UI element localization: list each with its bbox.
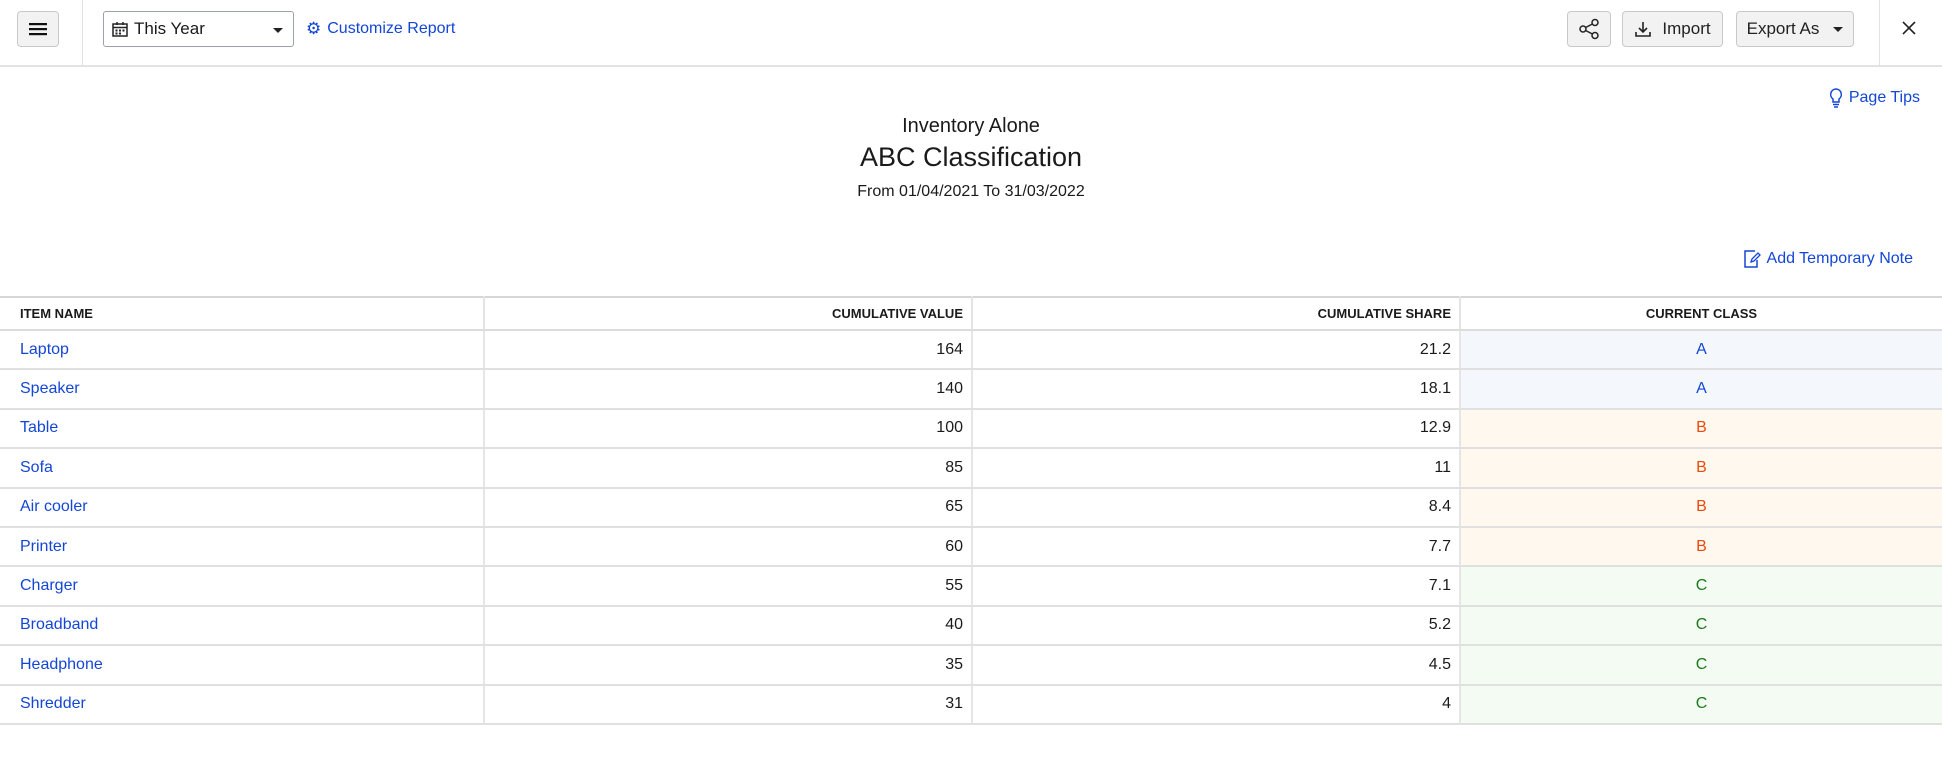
- customize-report-link[interactable]: ⚙ Customize Report: [306, 19, 455, 39]
- date-range: From 01/04/2021 To 31/03/2022: [857, 183, 1085, 200]
- header-cumulative-share[interactable]: CUMULATIVE SHARE: [972, 296, 1461, 331]
- item-name-link[interactable]: Broadband: [0, 605, 485, 647]
- cumulative-share: 12.9: [972, 408, 1461, 450]
- cumulative-value: 65: [484, 487, 973, 528]
- chevron-down-icon: [1833, 26, 1844, 32]
- table-row: Shredder 31 4 C: [0, 684, 1942, 725]
- table-row: Laptop 164 21.2 A: [0, 330, 1942, 371]
- cumulative-value: 164: [484, 330, 973, 371]
- current-class: A: [1460, 369, 1942, 410]
- header-cumulative-value[interactable]: CUMULATIVE VALUE: [484, 296, 973, 331]
- item-name-link[interactable]: Air cooler: [0, 487, 485, 528]
- cumulative-value: 100: [484, 408, 973, 450]
- cumulative-share: 7.1: [972, 566, 1461, 607]
- current-class: C: [1460, 605, 1942, 647]
- add-temporary-note-label: Add Temporary Note: [1766, 250, 1913, 267]
- add-temporary-note-link[interactable]: Add Temporary Note: [1743, 249, 1913, 269]
- current-class: C: [1460, 645, 1942, 686]
- item-name-link[interactable]: Charger: [0, 566, 485, 607]
- table-row: Headphone 35 4.5 C: [0, 645, 1942, 686]
- cumulative-value: 85: [484, 448, 973, 489]
- cumulative-value: 31: [484, 684, 973, 725]
- cumulative-value: 35: [484, 645, 973, 686]
- current-class: B: [1460, 448, 1942, 489]
- item-name-link[interactable]: Headphone: [0, 645, 485, 686]
- table-row: Air cooler 65 8.4 B: [0, 487, 1942, 528]
- note-edit-icon: [1743, 250, 1761, 268]
- close-icon: [1902, 21, 1916, 35]
- download-icon: [1635, 22, 1652, 37]
- page-tips-link[interactable]: Page Tips: [1829, 88, 1920, 108]
- toolbar: This Year ⚙ Customize Report Import Expo…: [0, 0, 1942, 67]
- current-class: A: [1460, 330, 1942, 371]
- item-name-link[interactable]: Table: [0, 408, 485, 450]
- cumulative-share: 11: [972, 448, 1461, 489]
- item-name-link[interactable]: Sofa: [0, 448, 485, 489]
- table-header-row: ITEM NAME CUMULATIVE VALUE CUMULATIVE SH…: [0, 296, 1942, 331]
- lightbulb-icon: [1829, 88, 1842, 108]
- chevron-down-icon: [273, 28, 283, 33]
- current-class: C: [1460, 684, 1942, 725]
- table-row: Broadband 40 5.2 C: [0, 605, 1942, 647]
- import-button[interactable]: Import: [1622, 11, 1723, 47]
- company-name: Inventory Alone: [902, 115, 1040, 137]
- cumulative-share: 4: [972, 684, 1461, 725]
- cumulative-value: 60: [484, 526, 973, 568]
- import-label: Import: [1662, 19, 1711, 38]
- item-name-link[interactable]: Shredder: [0, 684, 485, 725]
- export-as-label: Export As: [1746, 19, 1820, 38]
- cumulative-value: 140: [484, 369, 973, 410]
- customize-report-label: Customize Report: [327, 20, 456, 37]
- cumulative-share: 7.7: [972, 526, 1461, 568]
- calendar-icon: [112, 22, 128, 37]
- table-row: Sofa 85 11 B: [0, 448, 1942, 489]
- current-class: B: [1460, 408, 1942, 450]
- gear-icon: ⚙: [306, 19, 322, 38]
- table-row: Speaker 140 18.1 A: [0, 369, 1942, 410]
- item-name-link[interactable]: Laptop: [0, 330, 485, 371]
- menu-button[interactable]: [17, 11, 59, 47]
- header-item-name[interactable]: ITEM NAME: [0, 296, 485, 331]
- share-icon: [1579, 18, 1599, 40]
- item-name-link[interactable]: Printer: [0, 526, 485, 568]
- period-select[interactable]: This Year: [103, 11, 294, 47]
- current-class: B: [1460, 526, 1942, 568]
- table-row: Charger 55 7.1 C: [0, 566, 1942, 607]
- report-title: ABC Classification: [859, 142, 1083, 172]
- cumulative-value: 40: [484, 605, 973, 647]
- share-button[interactable]: [1567, 11, 1611, 47]
- current-class: B: [1460, 487, 1942, 528]
- current-class: C: [1460, 566, 1942, 607]
- table-row: Printer 60 7.7 B: [0, 526, 1942, 568]
- cumulative-share: 5.2: [972, 605, 1461, 647]
- table-row: Table 100 12.9 B: [0, 408, 1942, 450]
- page-tips-label: Page Tips: [1848, 89, 1920, 106]
- header-current-class[interactable]: CURRENT CLASS: [1460, 296, 1942, 331]
- cumulative-share: 21.2: [972, 330, 1461, 371]
- cumulative-share: 4.5: [972, 645, 1461, 686]
- cumulative-share: 8.4: [972, 487, 1461, 528]
- item-name-link[interactable]: Speaker: [0, 369, 485, 410]
- period-value: This Year: [134, 19, 205, 38]
- hamburger-icon: [29, 23, 47, 36]
- abc-classification-table: ITEM NAME CUMULATIVE VALUE CUMULATIVE SH…: [0, 296, 1942, 725]
- export-as-button[interactable]: Export As: [1736, 11, 1854, 47]
- cumulative-value: 55: [484, 566, 973, 607]
- divider: [82, 0, 83, 67]
- divider: [1879, 0, 1880, 67]
- close-button[interactable]: [1897, 16, 1921, 40]
- cumulative-share: 18.1: [972, 369, 1461, 410]
